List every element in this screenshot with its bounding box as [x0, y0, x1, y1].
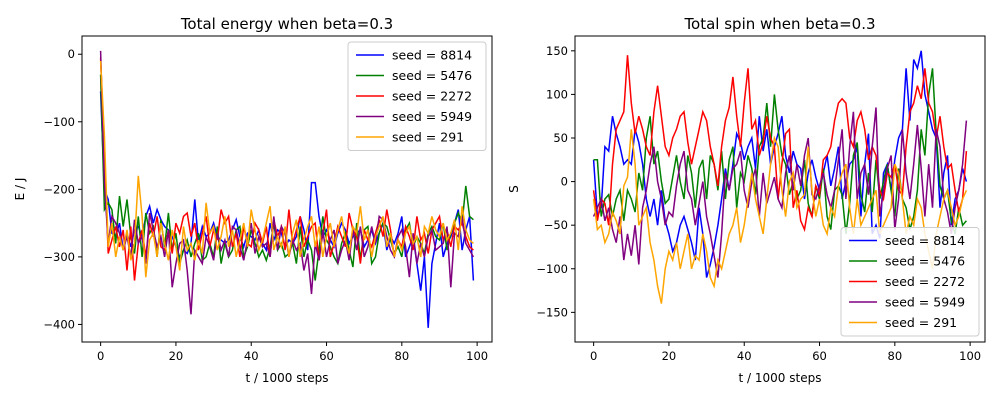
- spin-x-axis-label: t / 1000 steps: [739, 371, 822, 385]
- energy-chart: Total energy when beta=0.3 0 20 40 60 80 1000…: [13, 15, 493, 385]
- energy-series-line-4: [99, 60, 474, 278]
- spin-x-tick-label: 60: [812, 349, 827, 363]
- spin-legend-entry: seed = 8814: [885, 233, 965, 248]
- spin-legend-box: [840, 227, 980, 337]
- spin-y-tick-label: 100: [546, 87, 568, 101]
- energy-x-tick-label: 100: [466, 349, 488, 363]
- energy-legend-entry: seed = 5949: [392, 109, 472, 124]
- energy-y-tick-label: −400: [43, 317, 75, 331]
- energy-x-tick-label: 20: [169, 349, 184, 363]
- spin-x-tick-label: 40: [737, 349, 752, 363]
- spin-x-tick-label: 80: [888, 349, 903, 363]
- energy-x-tick-label: 0: [97, 349, 104, 363]
- spin-legend-entry: seed = 5476: [885, 254, 965, 269]
- spin-axes-frame: [574, 35, 986, 343]
- spin-series-line-1: [593, 68, 967, 235]
- spin-y-tick-label: −100: [536, 262, 568, 276]
- spin-y-tick-label: 150: [546, 44, 568, 58]
- energy-axes-frame: [81, 35, 493, 343]
- energy-legend-entry: seed = 2272: [392, 89, 472, 104]
- energy-legend-entry: seed = 291: [392, 130, 464, 145]
- energy-x-tick-label: 60: [319, 349, 334, 363]
- energy-x-tick-label: 40: [244, 349, 259, 363]
- spin-x-tick-label: 20: [662, 349, 677, 363]
- energy-legend-entry: seed = 8814: [392, 48, 472, 63]
- spin-legend-entry: seed = 291: [885, 315, 957, 330]
- spin-legend: seed = 8814 seed = 5476 seed = 2272 seed = …: [840, 227, 980, 337]
- energy-y-tick-label: 0: [68, 47, 75, 61]
- spin-plot-area: 0 20 40 60 80 100 150 100 50 0 −50 −100 −150: [536, 44, 981, 363]
- energy-x-tick-label: 80: [395, 349, 410, 363]
- spin-chart: Total spin when beta=0.3 0 20 40 60 80 100 150…: [507, 15, 986, 385]
- spin-series-line-0: [592, 50, 968, 278]
- spin-series-line-4: [592, 129, 968, 304]
- spin-x-tick-label: 0: [590, 349, 597, 363]
- energy-legend: seed = 8814 seed = 5476 seed = 2272 seed = …: [347, 41, 487, 151]
- energy-x-axis-label: t / 1000 steps: [246, 371, 329, 385]
- spin-y-tick-label: −150: [536, 305, 568, 319]
- energy-legend-box: [347, 41, 487, 151]
- energy-y-tick-label: −100: [43, 115, 75, 129]
- spin-y-axis-label: S: [507, 185, 521, 193]
- spin-chart-title: Total spin when beta=0.3: [683, 15, 875, 33]
- spin-y-tick-label: 0: [561, 175, 568, 189]
- energy-y-tick-label: −300: [43, 250, 75, 264]
- energy-legend-entry: seed = 5476: [392, 68, 472, 83]
- spin-y-tick-label: −50: [544, 218, 568, 232]
- spin-x-tick-label: 100: [959, 349, 981, 363]
- spin-legend-entry: seed = 2272: [885, 274, 965, 289]
- energy-plot-area: 0 20 40 60 80 100 0 −100 −200 −300 −400: [43, 47, 488, 363]
- energy-y-axis-label: E / J: [13, 178, 27, 201]
- spin-y-tick-label: 50: [553, 131, 568, 145]
- spin-series-line-2: [592, 55, 968, 233]
- spin-legend-entry: seed = 5949: [885, 295, 965, 310]
- spin-series-line-3: [592, 107, 968, 278]
- energy-y-tick-label: −200: [43, 182, 75, 196]
- energy-chart-title: Total energy when beta=0.3: [180, 15, 393, 33]
